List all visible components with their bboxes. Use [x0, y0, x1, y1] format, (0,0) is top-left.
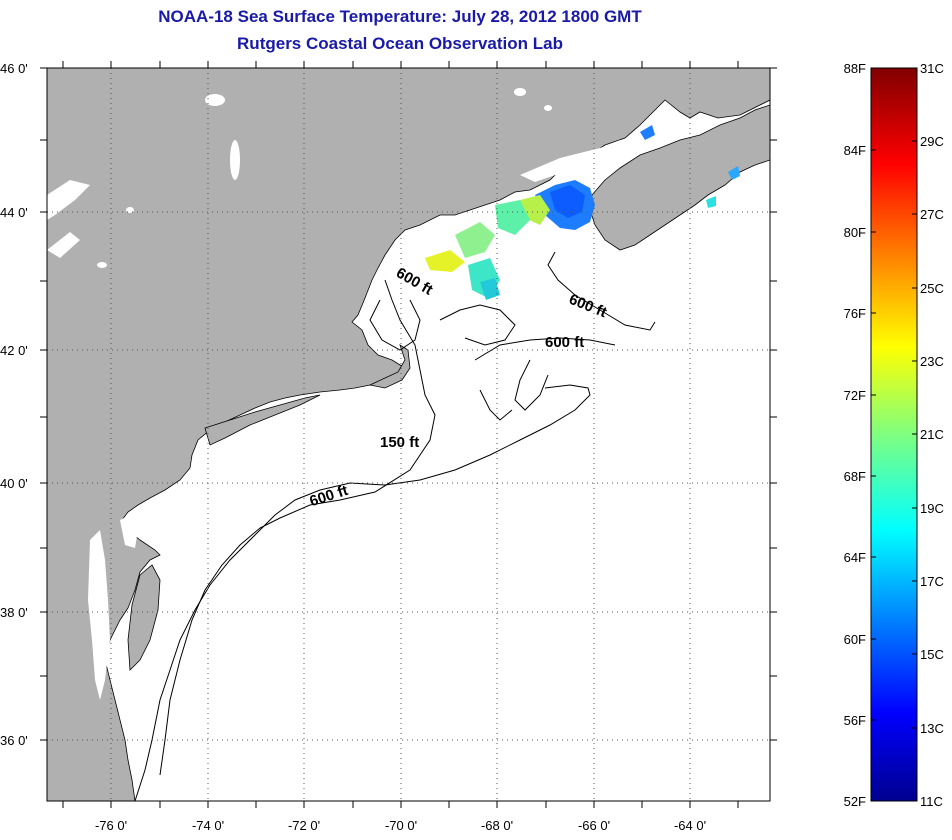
isobath-150ft	[159, 279, 436, 776]
lon-label: -68 0'	[481, 818, 513, 833]
lake	[514, 88, 526, 96]
isobath-600ft-shelf-edge	[134, 384, 591, 801]
map-title: NOAA-18 Sea Surface Temperature: July 28…	[158, 7, 642, 26]
graticule	[47, 68, 770, 801]
ticks	[40, 61, 777, 808]
colorbar-c-label: 29C	[920, 134, 944, 149]
colorbar-c-label: 15C	[920, 647, 944, 662]
colorbar-c-label: 11C	[920, 794, 943, 809]
lon-label: -70 0'	[385, 818, 417, 833]
isobaths	[134, 251, 656, 801]
lon-label: -72 0'	[288, 818, 320, 833]
lat-label: 46 0'	[0, 61, 28, 76]
chesapeake-bay	[88, 530, 110, 700]
colorbar	[870, 67, 918, 802]
lon-label: -66 0'	[578, 818, 610, 833]
sst-data-patches	[425, 125, 740, 300]
lake	[230, 140, 240, 180]
isobath-600ft-georges	[474, 337, 616, 361]
colorbar-c-label: 25C	[920, 281, 944, 296]
map-subtitle: Rutgers Coastal Ocean Observation Lab	[237, 34, 563, 53]
lat-label: 42 0'	[0, 343, 28, 358]
lon-label: -64 0'	[674, 818, 706, 833]
colorbar-f-label: 76F	[844, 306, 866, 321]
colorbar-f-label: 84F	[844, 143, 866, 158]
colorbar-c-label: 31C	[920, 61, 944, 76]
map-frame	[46, 67, 771, 802]
colorbar-f-label: 60F	[844, 632, 866, 647]
delaware-bay	[120, 515, 138, 548]
lat-label: 44 0'	[0, 205, 28, 220]
colorbar-c-label: 21C	[920, 427, 944, 442]
lat-label: 38 0'	[0, 605, 28, 620]
lake	[47, 232, 80, 258]
colorbar-c-label: 27C	[920, 207, 944, 222]
colorbar-f-label: 68F	[844, 469, 866, 484]
isobath-600ft-gulf	[547, 251, 656, 331]
colorbar-f-label: 80F	[844, 225, 866, 240]
colorbar-f-label: 56F	[844, 713, 866, 728]
land-long-island	[204, 394, 321, 446]
lake	[47, 180, 90, 220]
lake	[205, 94, 225, 106]
colorbar-c-label: 13C	[920, 721, 944, 736]
colorbar-f-label: 64F	[844, 550, 866, 565]
lake	[544, 105, 552, 111]
colorbar-c-label: 17C	[920, 574, 944, 589]
land-delmarva	[127, 564, 161, 671]
lon-label: -74 0'	[192, 818, 224, 833]
colorbar-ticks	[871, 140, 917, 729]
lat-label: 36 0'	[0, 733, 28, 748]
lake	[97, 262, 107, 268]
colorbar-c-label: 19C	[920, 501, 944, 516]
bay-of-fundy	[520, 140, 620, 182]
lat-label: 40 0'	[0, 476, 28, 491]
colorbar-c-label: 23C	[920, 354, 944, 369]
colorbar-f-label: 72F	[844, 388, 866, 403]
colorbar-f-label: 52F	[844, 794, 866, 809]
isobath-label: 600 ft	[545, 334, 584, 351]
land-nova-scotia	[589, 104, 770, 251]
colorbar-f-label: 88F	[844, 61, 866, 76]
lon-label: -76 0'	[95, 818, 127, 833]
isobath-label: 150 ft	[380, 434, 419, 451]
